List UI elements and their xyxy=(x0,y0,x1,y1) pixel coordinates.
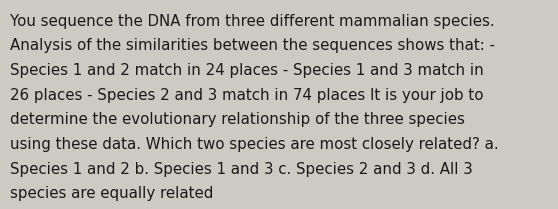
Text: You sequence the DNA from three different mammalian species.: You sequence the DNA from three differen… xyxy=(10,14,495,29)
Text: determine the evolutionary relationship of the three species: determine the evolutionary relationship … xyxy=(10,112,465,127)
Text: Analysis of the similarities between the sequences shows that: -: Analysis of the similarities between the… xyxy=(10,38,495,53)
Text: species are equally related: species are equally related xyxy=(10,186,213,201)
Text: using these data. Which two species are most closely related? a.: using these data. Which two species are … xyxy=(10,137,499,152)
Text: Species 1 and 2 b. Species 1 and 3 c. Species 2 and 3 d. All 3: Species 1 and 2 b. Species 1 and 3 c. Sp… xyxy=(10,162,473,177)
Text: Species 1 and 2 match in 24 places - Species 1 and 3 match in: Species 1 and 2 match in 24 places - Spe… xyxy=(10,63,484,78)
Text: 26 places - Species 2 and 3 match in 74 places It is your job to: 26 places - Species 2 and 3 match in 74 … xyxy=(10,88,484,103)
